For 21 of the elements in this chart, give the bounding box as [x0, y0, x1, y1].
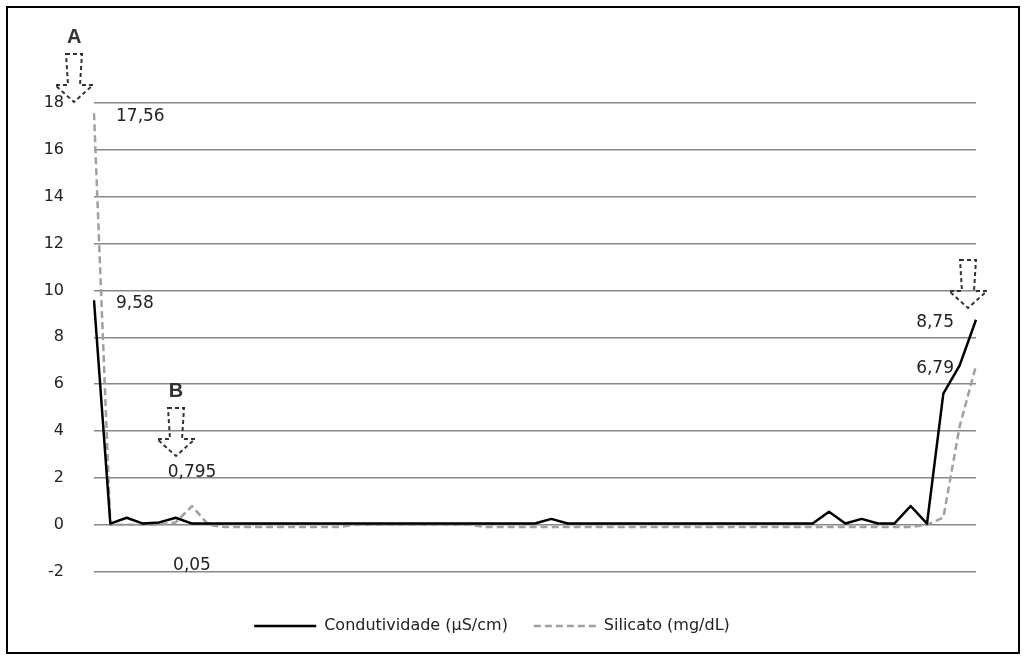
y-tick-label: 10: [43, 279, 64, 299]
y-tick-label: 2: [53, 467, 64, 487]
y-tick-label: 14: [43, 185, 64, 205]
data-label: 0,05: [173, 553, 211, 574]
annotation: B: [168, 378, 184, 402]
y-tick-label: 6: [53, 373, 64, 393]
data-label: 9,58: [116, 291, 154, 312]
text: A: [67, 25, 82, 48]
y-tick-label: 16: [43, 139, 64, 159]
data-label: 0,795: [167, 460, 217, 481]
y-tick-label: 8: [53, 326, 64, 346]
data-label: 17,56: [116, 104, 165, 125]
y-tick-label: 12: [43, 232, 64, 252]
y-tick-label: -2: [48, 560, 64, 580]
y-tick-label: 0: [53, 513, 64, 533]
y-tick-label: 18: [43, 92, 64, 112]
legend-label: Condutividade (µS/cm): [324, 615, 508, 635]
legend-label: Silicato (mg/dL): [603, 615, 730, 635]
y-tick-label: 4: [53, 420, 64, 440]
data-label: 8,75: [916, 311, 954, 332]
data-label: 6,79: [916, 357, 954, 378]
